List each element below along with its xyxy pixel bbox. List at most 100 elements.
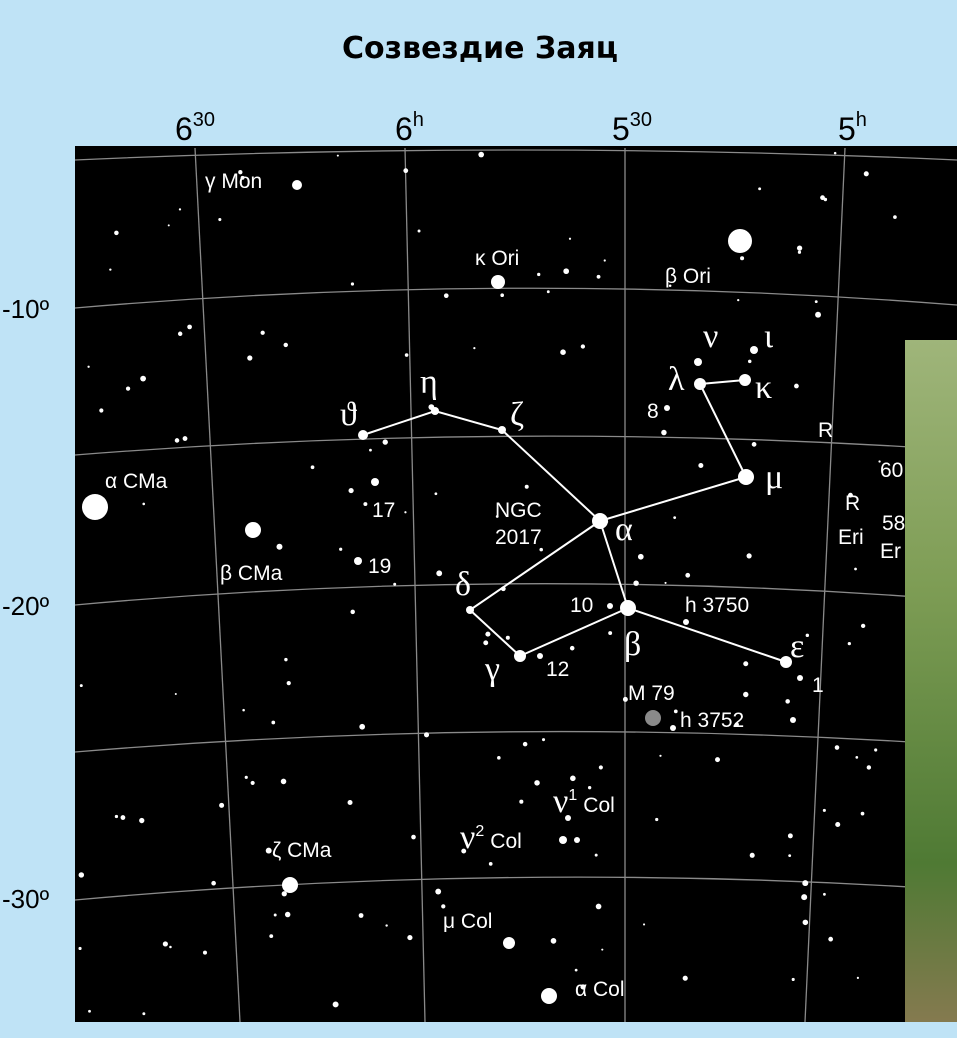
faint-star <box>114 230 119 236</box>
faint-star <box>417 229 421 233</box>
faint-star <box>860 811 865 816</box>
bright-stars <box>82 180 803 1004</box>
faint-star <box>382 439 388 445</box>
faint-star <box>404 353 409 357</box>
faint-star <box>202 950 208 955</box>
faint-star <box>169 945 172 949</box>
faint-star <box>522 741 528 747</box>
dec-labels: -10º -20º -30º <box>2 294 50 914</box>
faint-star <box>478 151 485 158</box>
star-label: α CMa <box>105 470 168 493</box>
faint-star <box>497 756 501 760</box>
faint-star <box>563 268 570 275</box>
faint-star <box>860 623 866 629</box>
star-label: λ <box>668 361 685 398</box>
faint-star <box>587 786 592 790</box>
photo-edge <box>905 340 957 1038</box>
star-label: Er <box>880 540 901 563</box>
faint-star <box>280 778 287 785</box>
star-label: R <box>845 492 860 515</box>
faint-star <box>435 888 442 895</box>
faint-star <box>574 968 578 972</box>
faint-star <box>385 924 388 927</box>
faint-star <box>284 657 288 662</box>
faint-star <box>339 547 343 551</box>
faint-star <box>142 502 146 506</box>
faint-star <box>822 808 826 812</box>
star-label: δ <box>455 566 471 603</box>
faint-star <box>878 460 881 463</box>
star-label: h 3750 <box>685 594 749 617</box>
faint-star <box>273 913 277 917</box>
faint-star <box>281 891 287 897</box>
faint-star <box>240 175 245 180</box>
faint-star <box>436 570 443 577</box>
faint-star <box>404 511 407 514</box>
faint-star <box>247 355 253 361</box>
faint-star <box>603 259 606 262</box>
star-label: β CMa <box>220 562 283 585</box>
star-label: 10 <box>570 594 593 617</box>
faint-star <box>441 904 446 909</box>
star-label: β <box>624 626 641 663</box>
star-label: ν1 Col <box>553 783 615 820</box>
faint-star <box>815 311 821 318</box>
faint-star <box>758 187 762 191</box>
ra-label: 630 <box>175 109 215 147</box>
star-label: β Ori <box>665 265 711 288</box>
faint-star <box>787 833 793 839</box>
faint-star <box>814 300 818 304</box>
ra-label: 6h <box>395 109 424 147</box>
bottom-border <box>75 1022 957 1038</box>
title: Созвездие Заяц <box>342 31 618 66</box>
faint-star <box>423 732 430 738</box>
ra-label: 530 <box>612 109 652 147</box>
m79-cluster <box>645 710 661 726</box>
star-label: ν2 Col <box>460 819 522 856</box>
star-label: M 79 <box>628 682 675 705</box>
faint-star <box>407 934 413 941</box>
faint-star <box>250 780 255 785</box>
faint-star <box>483 640 489 646</box>
faint-star <box>802 919 809 926</box>
faint-star <box>801 894 808 901</box>
faint-star <box>833 151 837 155</box>
faint-star <box>820 195 825 201</box>
faint-star <box>598 765 603 770</box>
faint-star <box>541 738 546 742</box>
star-label: κ Ori <box>475 247 519 270</box>
faint-star <box>369 448 372 452</box>
faint-star <box>570 775 576 782</box>
dec-label: -10º <box>2 294 50 324</box>
faint-star <box>485 631 491 637</box>
star-label: ζ CMa <box>272 839 332 862</box>
faint-star <box>219 802 225 808</box>
faint-star <box>519 799 524 804</box>
faint-star <box>685 572 691 578</box>
faint-star <box>177 331 183 336</box>
faint-star <box>539 547 543 552</box>
faint-star <box>747 359 752 364</box>
star-label: α Col <box>575 978 625 1001</box>
star-label: γ <box>484 651 500 688</box>
star-label: 2017 <box>495 526 542 549</box>
faint-star <box>505 635 510 640</box>
faint-star <box>495 515 499 518</box>
faint-star <box>358 913 364 918</box>
star-label: R <box>818 419 833 442</box>
faint-star <box>271 720 276 725</box>
faint-star <box>568 237 572 240</box>
faint-star <box>746 553 752 559</box>
faint-star <box>854 567 857 571</box>
faint-star <box>524 484 529 489</box>
star-label: η <box>420 364 438 401</box>
faint-star <box>403 168 409 174</box>
faint-star <box>534 780 540 786</box>
faint-star <box>637 553 644 560</box>
star-label: α <box>615 511 633 548</box>
faint-star <box>488 862 493 866</box>
faint-star <box>661 429 667 436</box>
faint-star <box>601 948 604 951</box>
star-label: ν <box>703 318 718 355</box>
faint-star <box>664 581 667 584</box>
